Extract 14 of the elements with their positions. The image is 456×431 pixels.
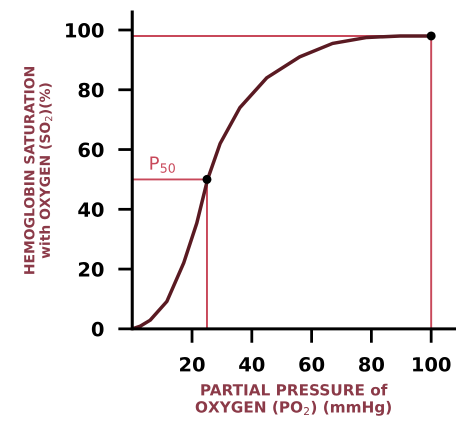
y-axis-title: HEMOGLOBIN SATURATION with OXYGEN (SO$_{2}$)(%) [24, 67, 52, 274]
annotation: P$_{50}$ [150, 156, 175, 173]
x-tick-label: 100 [413, 356, 451, 372]
x-tick-label: 20 [180, 356, 205, 372]
x-tick-label: 80 [359, 356, 384, 372]
y-tick-label: 0 [92, 322, 104, 337]
x-tick-label: 60 [299, 356, 324, 372]
y-tick-label: 20 [78, 262, 104, 277]
y-tick-label: 80 [78, 82, 104, 98]
x-tick-label: 40 [239, 356, 264, 372]
y-tick-label: 100 [66, 22, 104, 38]
y-tick-label: 40 [78, 202, 104, 217]
x-axis-title: PARTIAL PRESSURE of OXYGEN (PO$_{2}$) (mmHg) [196, 384, 391, 416]
y-tick-label: 60 [78, 142, 104, 158]
